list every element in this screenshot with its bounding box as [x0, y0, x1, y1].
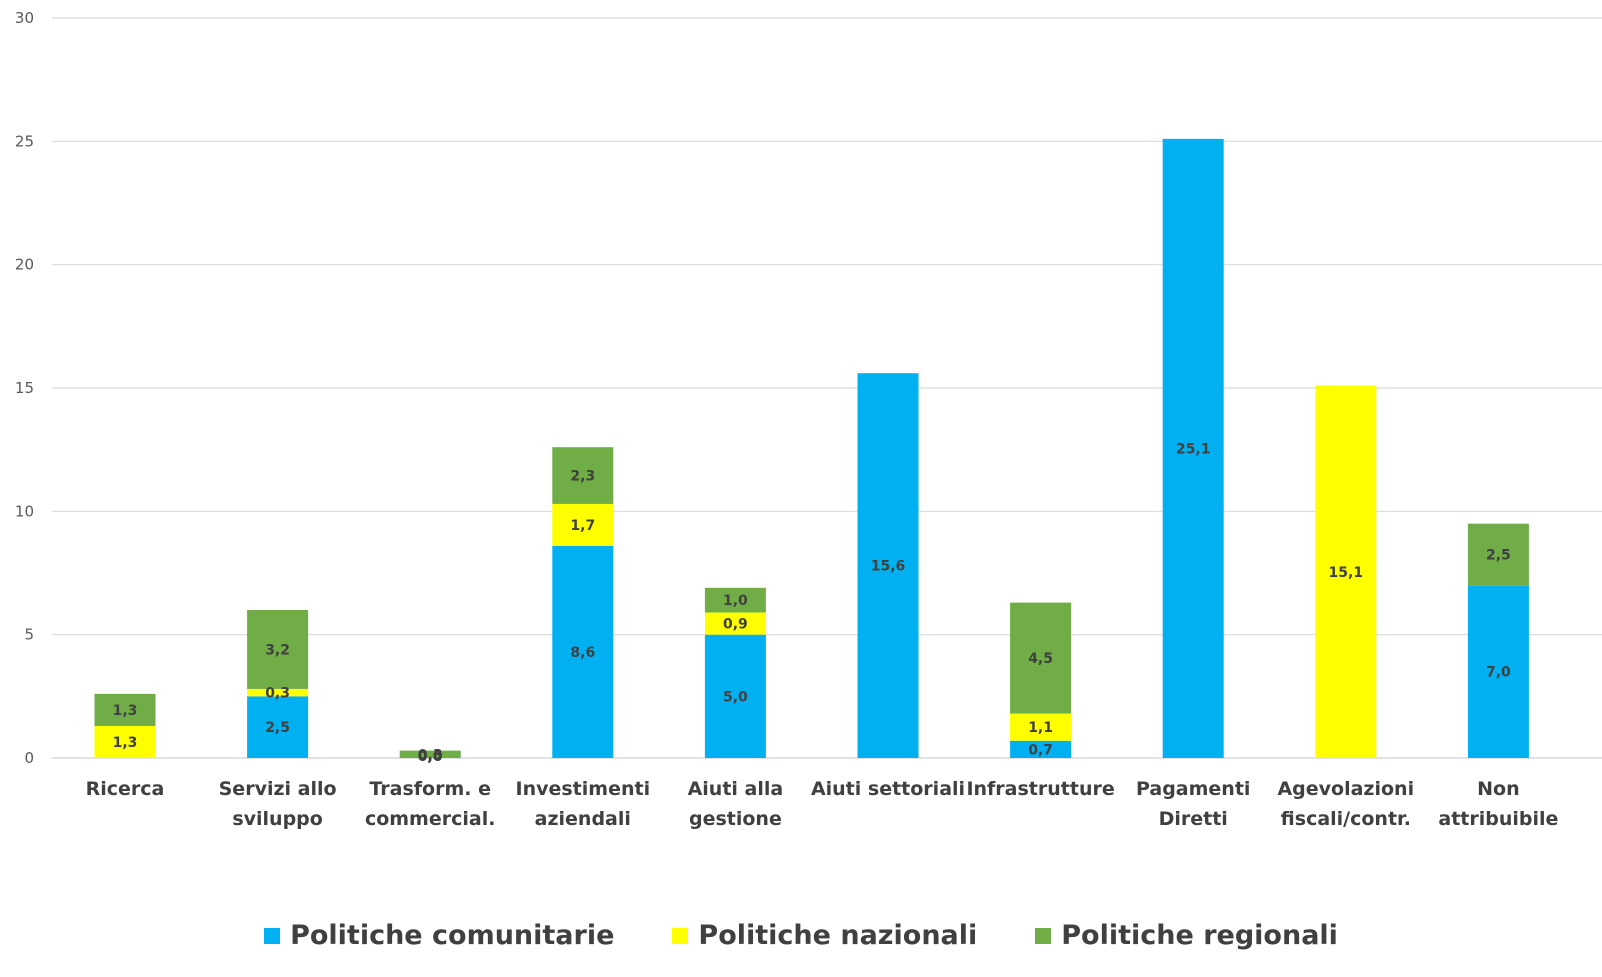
data-label: 5,0 — [723, 689, 748, 705]
data-label: 1,3 — [113, 735, 138, 751]
bar-segment[interactable] — [857, 373, 919, 758]
x-tick-label: Ricerca — [86, 778, 165, 800]
bar-segment[interactable] — [1010, 740, 1072, 758]
data-label: 2,5 — [1486, 548, 1511, 564]
y-tick-label: 0 — [24, 749, 34, 767]
data-label: 1,3 — [113, 703, 138, 719]
x-tick-label: gestione — [689, 808, 782, 830]
x-tick-label: fiscali/contr. — [1281, 808, 1411, 830]
bar-segment[interactable] — [1467, 585, 1529, 758]
data-label: 25,1 — [1176, 441, 1211, 457]
legend-label-comunitarie: Politiche comunitarie — [290, 920, 615, 951]
bar-segment[interactable] — [1315, 385, 1377, 758]
legend-label-nazionali: Politiche nazionali — [698, 920, 978, 951]
data-label: 3,2 — [265, 642, 290, 658]
x-tick-label: Pagamenti — [1136, 778, 1250, 800]
data-label: 0,7 — [1028, 742, 1053, 758]
data-label: 0,0 — [418, 749, 443, 765]
data-label: 15,1 — [1329, 565, 1364, 581]
bar-segment[interactable] — [704, 587, 766, 613]
x-tick-label: Investimenti — [516, 778, 651, 800]
y-tick-label: 10 — [15, 502, 34, 520]
y-axis: 0 5 10 15 20 25 30 — [15, 9, 34, 767]
legend-item-comunitarie[interactable]: Politiche comunitarie — [264, 920, 614, 951]
legend-swatch-comunitarie — [264, 927, 281, 944]
y-tick-label: 5 — [24, 626, 34, 644]
legend-swatch-regionali — [1035, 927, 1052, 944]
data-label: 0,9 — [723, 617, 748, 633]
bar-segment[interactable] — [704, 612, 766, 635]
x-tick-label: Aiuti alla — [688, 778, 784, 800]
data-label: 8,6 — [570, 645, 595, 661]
y-tick-label: 25 — [15, 132, 34, 150]
x-tick-label: commercial. — [365, 808, 496, 830]
bar-segment[interactable] — [552, 503, 614, 546]
data-label: 0,0 — [418, 749, 443, 765]
data-label: 1,1 — [1028, 720, 1053, 736]
gridlines — [52, 17, 1602, 759]
bar-segment[interactable] — [247, 688, 309, 697]
data-label: 1,0 — [723, 593, 748, 609]
legend-label-regionali: Politiche regionali — [1061, 920, 1338, 951]
x-tick-label: Trasform. e — [369, 778, 491, 800]
x-tick-label: Infrastrutture — [966, 778, 1114, 800]
x-tick-label: Servizi allo — [219, 778, 337, 800]
x-tick-label: Non — [1477, 778, 1519, 800]
data-label: 7,0 — [1486, 665, 1511, 681]
legend-item-nazionali[interactable]: Politiche nazionali — [672, 920, 977, 951]
x-tick-label: Diretti — [1159, 808, 1228, 830]
bar-segment[interactable] — [247, 610, 309, 689]
x-tick-label: attribuibile — [1438, 808, 1558, 830]
bar-segment[interactable] — [247, 696, 309, 758]
bar-segment[interactable] — [704, 634, 766, 758]
bar-segment[interactable] — [94, 725, 156, 758]
legend-swatch-nazionali — [672, 927, 689, 944]
data-label: 15,6 — [871, 559, 906, 575]
legend-item-regionali[interactable]: Politiche regionali — [1035, 920, 1338, 951]
data-label: 0,3 — [418, 747, 443, 763]
data-label: 1,7 — [570, 518, 595, 534]
data-label: 2,3 — [570, 469, 595, 485]
y-tick-label: 15 — [15, 379, 34, 397]
bar-segment[interactable] — [399, 750, 461, 758]
x-tick-label: sviluppo — [232, 808, 323, 830]
legend: Politiche comunitarie Politiche nazional… — [0, 920, 1602, 951]
bar-segment[interactable] — [1162, 138, 1224, 758]
y-tick-label: 20 — [15, 256, 34, 274]
data-labels: 1,31,32,50,33,20,00,00,38,61,72,35,00,91… — [113, 441, 1511, 765]
bar-segment[interactable] — [1010, 602, 1072, 714]
bars — [94, 138, 1529, 758]
data-label: 2,5 — [265, 720, 290, 736]
x-tick-label: Agevolazioni — [1277, 778, 1414, 800]
y-tick-label: 30 — [15, 9, 34, 27]
bar-segment[interactable] — [1467, 523, 1529, 586]
data-label: 4,5 — [1028, 651, 1053, 667]
bar-segment[interactable] — [1010, 713, 1072, 741]
x-axis: Ricerca Servizi allo sviluppo Trasform. e co… — [86, 778, 1559, 830]
x-tick-label: Aiuti settoriali — [811, 778, 965, 800]
data-label: 0,3 — [265, 686, 290, 702]
bar-segment[interactable] — [552, 447, 614, 504]
bar-segment[interactable] — [94, 693, 156, 726]
bar-segment[interactable] — [552, 545, 614, 758]
x-tick-label: aziendali — [535, 808, 631, 830]
